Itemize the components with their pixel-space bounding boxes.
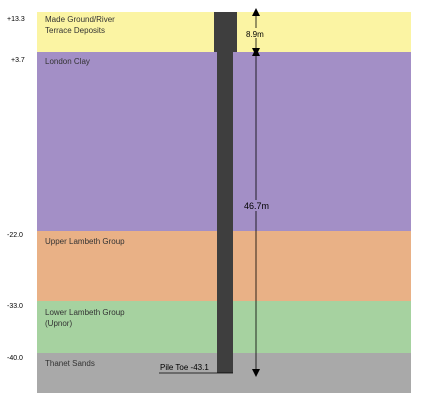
level-label: +3.7 (11, 57, 25, 64)
dimension-label-bg (245, 28, 270, 38)
pile-toe-label: Pile Toe -43.1 (160, 363, 209, 372)
stratum-label: Made Ground/River (45, 15, 115, 24)
stratum-label: (Upnor) (45, 319, 72, 328)
dimension-label-lower: 46.7m (244, 201, 269, 211)
dimension-label-bg (243, 200, 273, 211)
level-label: -22.0 (7, 232, 23, 239)
stratum-label: Lower Lambeth Group (45, 308, 125, 317)
pile-head (214, 12, 237, 52)
stratum-label: Upper Lambeth Group (45, 237, 125, 246)
level-label: +13.3 (7, 16, 25, 23)
stratum-label: Terrace Deposits (45, 26, 105, 35)
level-label: -40.0 (7, 355, 23, 362)
stratum-label: London Clay (45, 57, 90, 66)
stratum-label: Thanet Sands (45, 359, 95, 368)
level-label: -33.0 (7, 303, 23, 310)
pile-shaft (217, 52, 233, 373)
dimension-label-upper: 8.9m (246, 30, 264, 39)
